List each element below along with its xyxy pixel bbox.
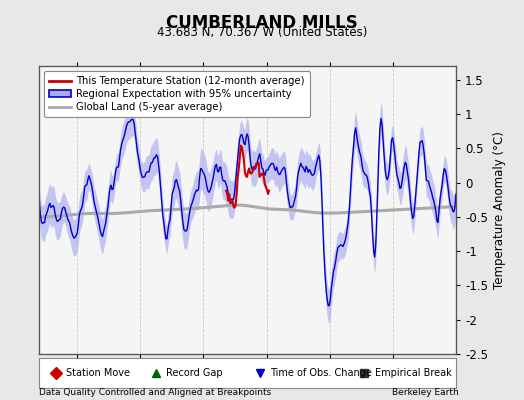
Text: Empirical Break: Empirical Break xyxy=(375,368,451,378)
Text: Time of Obs. Change: Time of Obs. Change xyxy=(270,368,373,378)
Text: Station Move: Station Move xyxy=(67,368,130,378)
Legend: This Temperature Station (12-month average), Regional Expectation with 95% uncer: This Temperature Station (12-month avera… xyxy=(45,71,310,117)
Text: CUMBERLAND MILLS: CUMBERLAND MILLS xyxy=(166,14,358,32)
Text: Data Quality Controlled and Aligned at Breakpoints: Data Quality Controlled and Aligned at B… xyxy=(39,388,271,397)
Text: 43.683 N, 70.367 W (United States): 43.683 N, 70.367 W (United States) xyxy=(157,26,367,39)
Text: Berkeley Earth: Berkeley Earth xyxy=(392,388,458,397)
Y-axis label: Temperature Anomaly (°C): Temperature Anomaly (°C) xyxy=(494,131,507,289)
Text: Record Gap: Record Gap xyxy=(166,368,223,378)
